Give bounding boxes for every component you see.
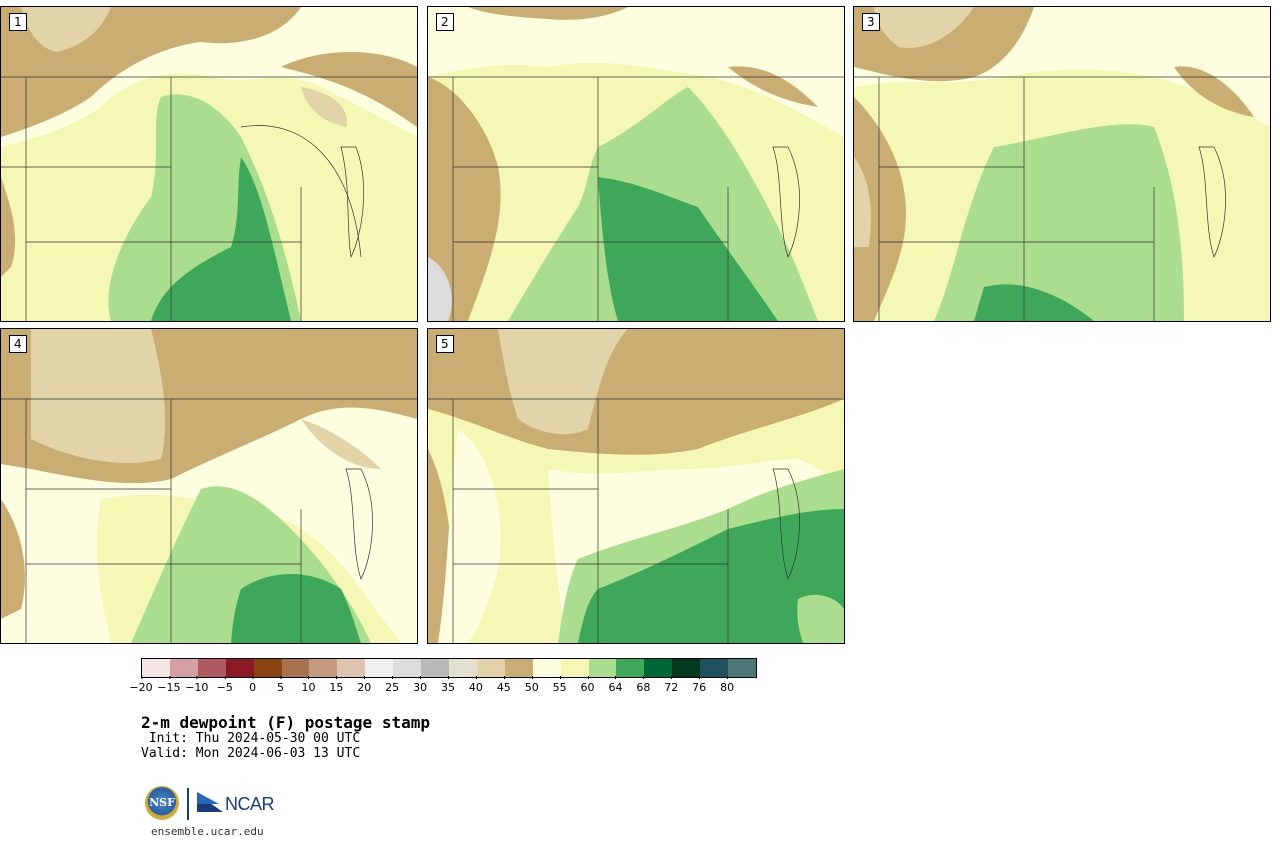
colorbar-tick-label: 0 <box>249 676 256 694</box>
site-url: ensemble.ucar.edu <box>151 825 264 838</box>
ncar-logo-icon <box>197 792 223 812</box>
dewpoint-map <box>428 329 844 643</box>
colorbar-tick-label: 50 <box>525 676 539 694</box>
colorbar-swatch <box>616 659 645 677</box>
colorbar-swatch <box>672 659 701 677</box>
colorbar-tick-label: −5 <box>217 676 233 694</box>
colorbar-tick-label: 55 <box>553 676 567 694</box>
colorbar-swatch <box>448 659 477 677</box>
colorbar-tick-label: 40 <box>469 676 483 694</box>
colorbar-tick-label: −20 <box>129 676 153 694</box>
colorbar-swatch <box>560 659 589 677</box>
colorbar-ticks: −20 −15 −10 −5 0 5 10 15 20 25 30 35 40 45 50 55 60 64 68 7… <box>129 676 755 696</box>
colorbar-tick-label: 25 <box>385 676 399 694</box>
colorbar-swatch <box>393 659 422 677</box>
colorbar-swatch <box>532 659 561 677</box>
panel-number-label: 2 <box>436 13 454 31</box>
panel-number-label: 3 <box>862 13 880 31</box>
sponsor-logos: NSF NCAR <box>145 786 275 824</box>
colorbar-tick-label: 5 <box>277 676 284 694</box>
colorbar-tick-label: 64 <box>608 676 622 694</box>
dewpoint-map <box>428 7 844 321</box>
plot-title: 2-m dewpoint (F) postage stamp <box>141 713 430 732</box>
dewpoint-map <box>1 329 417 643</box>
colorbar-swatch <box>169 659 198 677</box>
nsf-logo-icon: NSF <box>145 786 179 820</box>
map-panel-5: 5 <box>427 328 845 644</box>
dewpoint-map <box>854 7 1270 321</box>
colorbar-tick-label: 30 <box>413 676 427 694</box>
ncar-logo-text: NCAR <box>225 794 275 814</box>
map-panel-4: 4 <box>0 328 418 644</box>
map-panel-3: 3 <box>853 6 1271 322</box>
map-panel-1: 1 <box>0 6 418 322</box>
colorbar-tick-label: 68 <box>636 676 650 694</box>
colorbar-swatch <box>365 659 394 677</box>
panel-number-label: 5 <box>436 335 454 353</box>
colorbar-swatch <box>281 659 310 677</box>
colorbar-tick-label: −10 <box>185 676 208 694</box>
colorbar-tick-label: 15 <box>329 676 343 694</box>
colorbar-swatch <box>476 659 505 677</box>
colorbar-swatch <box>337 659 366 677</box>
colorbar-tick-label: 80 <box>720 676 734 694</box>
colorbar-tick-label: 72 <box>664 676 678 694</box>
colorbar-tick-label: 76 <box>692 676 706 694</box>
logo-divider <box>187 788 189 820</box>
colorbar <box>141 658 757 678</box>
valid-time: Valid: Mon 2024-06-03 13 UTC <box>141 746 361 761</box>
colorbar-swatch <box>197 659 226 677</box>
colorbar-tick-label: −15 <box>157 676 181 694</box>
colorbar-swatch <box>700 659 729 677</box>
colorbar-swatch <box>309 659 338 677</box>
colorbar-tick-label: 20 <box>357 676 371 694</box>
colorbar-tick-label: 35 <box>441 676 455 694</box>
colorbar-swatch <box>588 659 617 677</box>
colorbar-swatch <box>142 659 170 677</box>
map-panel-2: 2 <box>427 6 845 322</box>
init-time: Init: Thu 2024-05-30 00 UTC <box>141 731 361 746</box>
colorbar-tick-label: 10 <box>301 676 315 694</box>
dewpoint-map <box>1 7 417 321</box>
colorbar-swatch <box>253 659 282 677</box>
panel-number-label: 4 <box>9 335 27 353</box>
colorbar-swatch <box>225 659 254 677</box>
colorbar-swatch <box>421 659 449 677</box>
panel-number-label: 1 <box>9 13 27 31</box>
colorbar-tick-label: 45 <box>497 676 511 694</box>
colorbar-tick-label: 60 <box>581 676 595 694</box>
colorbar-swatch <box>728 659 756 677</box>
colorbar-swatch <box>644 659 673 677</box>
colorbar-swatch <box>504 659 533 677</box>
